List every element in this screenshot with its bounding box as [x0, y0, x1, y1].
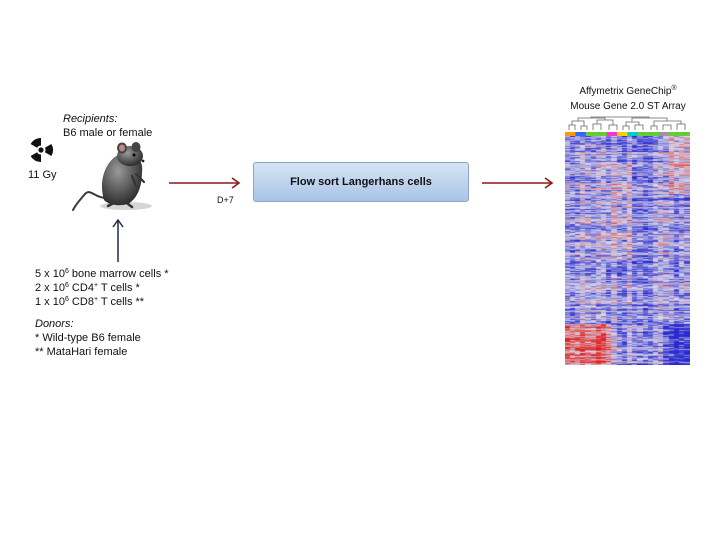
donor-line: ** MataHari female — [35, 346, 128, 358]
array-title: Affymetrix GeneChip® Mouse Gene 2.0 ST A… — [548, 84, 708, 114]
dendrogram — [565, 116, 690, 136]
donors-heading: Donors: — [35, 318, 74, 330]
group-color-swatch — [658, 132, 670, 136]
group-color-swatch — [596, 132, 607, 136]
group-color-swatch — [648, 132, 660, 136]
group-color-swatch — [637, 132, 649, 136]
registered-mark: ® — [671, 85, 677, 92]
group-color-swatch — [585, 132, 597, 136]
radiation-icon — [30, 138, 53, 162]
cell-dose-line: 2 x 106 CD4+ T cells * — [35, 282, 140, 294]
mouse-icon — [72, 142, 152, 211]
flow-sort-label: Flow sort Langerhans cells — [290, 176, 432, 188]
expression-heatmap — [565, 136, 690, 365]
group-color-swatch — [606, 132, 618, 136]
recipients-text: B6 male or female — [63, 127, 153, 139]
group-color-swatch — [617, 132, 628, 136]
group-color-swatch — [627, 132, 639, 136]
array-title-line1: Affymetrix GeneChip — [579, 86, 672, 97]
cell-dose-line: 5 x 106 bone marrow cells * — [35, 268, 169, 280]
cell-dose-line: 1 x 106 CD8+ T cells ** — [35, 296, 145, 308]
arrow-to-flow-sort — [169, 177, 241, 189]
group-color-swatch — [565, 132, 576, 136]
donor-line: * Wild-type B6 female — [35, 332, 141, 344]
group-color-swatch — [669, 132, 680, 136]
radiation-dose: 11 Gy — [28, 169, 57, 181]
flow-sort-box: Flow sort Langerhans cells — [253, 162, 469, 202]
day-label: D+7 — [217, 195, 234, 205]
arrow-donor-to-mouse — [112, 218, 124, 262]
group-color-swatch — [679, 132, 690, 136]
recipients-heading: Recipients: — [63, 113, 118, 125]
array-title-line2: Mouse Gene 2.0 ST Array — [570, 101, 686, 112]
arrow-to-array — [482, 177, 554, 189]
group-color-swatch — [575, 132, 587, 136]
